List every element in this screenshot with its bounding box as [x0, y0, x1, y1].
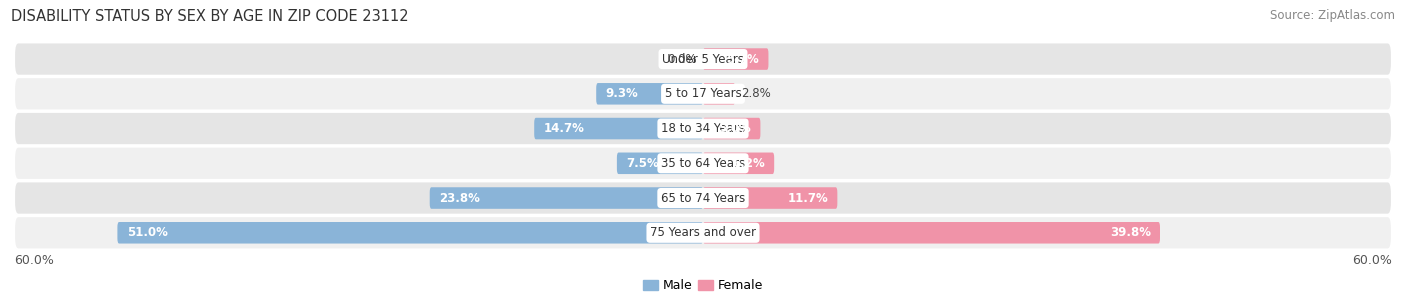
FancyBboxPatch shape	[430, 187, 703, 209]
Text: 51.0%: 51.0%	[127, 226, 167, 239]
Text: 9.3%: 9.3%	[606, 87, 638, 100]
Text: Under 5 Years: Under 5 Years	[662, 53, 744, 66]
FancyBboxPatch shape	[14, 112, 1392, 145]
Text: 60.0%: 60.0%	[14, 254, 53, 267]
FancyBboxPatch shape	[14, 42, 1392, 76]
FancyBboxPatch shape	[703, 222, 1160, 244]
FancyBboxPatch shape	[534, 118, 703, 139]
FancyBboxPatch shape	[703, 48, 769, 70]
Text: 11.7%: 11.7%	[787, 192, 828, 205]
FancyBboxPatch shape	[703, 118, 761, 139]
Text: 75 Years and over: 75 Years and over	[650, 226, 756, 239]
Text: 23.8%: 23.8%	[439, 192, 479, 205]
FancyBboxPatch shape	[14, 77, 1392, 110]
Text: 65 to 74 Years: 65 to 74 Years	[661, 192, 745, 205]
Text: 5.7%: 5.7%	[727, 53, 759, 66]
FancyBboxPatch shape	[14, 216, 1392, 250]
Text: 7.5%: 7.5%	[626, 157, 659, 170]
FancyBboxPatch shape	[703, 153, 775, 174]
FancyBboxPatch shape	[596, 83, 703, 105]
Text: 6.2%: 6.2%	[733, 157, 765, 170]
Text: Source: ZipAtlas.com: Source: ZipAtlas.com	[1270, 9, 1395, 22]
Text: 35 to 64 Years: 35 to 64 Years	[661, 157, 745, 170]
Text: 5 to 17 Years: 5 to 17 Years	[665, 87, 741, 100]
Text: 39.8%: 39.8%	[1109, 226, 1152, 239]
Text: 0.0%: 0.0%	[668, 53, 697, 66]
Text: 18 to 34 Years: 18 to 34 Years	[661, 122, 745, 135]
FancyBboxPatch shape	[14, 147, 1392, 180]
Text: 2.8%: 2.8%	[741, 87, 770, 100]
Legend: Male, Female: Male, Female	[638, 274, 768, 297]
FancyBboxPatch shape	[617, 153, 703, 174]
Text: 14.7%: 14.7%	[543, 122, 585, 135]
FancyBboxPatch shape	[14, 181, 1392, 215]
Text: 60.0%: 60.0%	[1353, 254, 1392, 267]
FancyBboxPatch shape	[703, 187, 838, 209]
FancyBboxPatch shape	[117, 222, 703, 244]
Text: DISABILITY STATUS BY SEX BY AGE IN ZIP CODE 23112: DISABILITY STATUS BY SEX BY AGE IN ZIP C…	[11, 9, 409, 24]
Text: 5.0%: 5.0%	[718, 122, 751, 135]
FancyBboxPatch shape	[703, 83, 735, 105]
